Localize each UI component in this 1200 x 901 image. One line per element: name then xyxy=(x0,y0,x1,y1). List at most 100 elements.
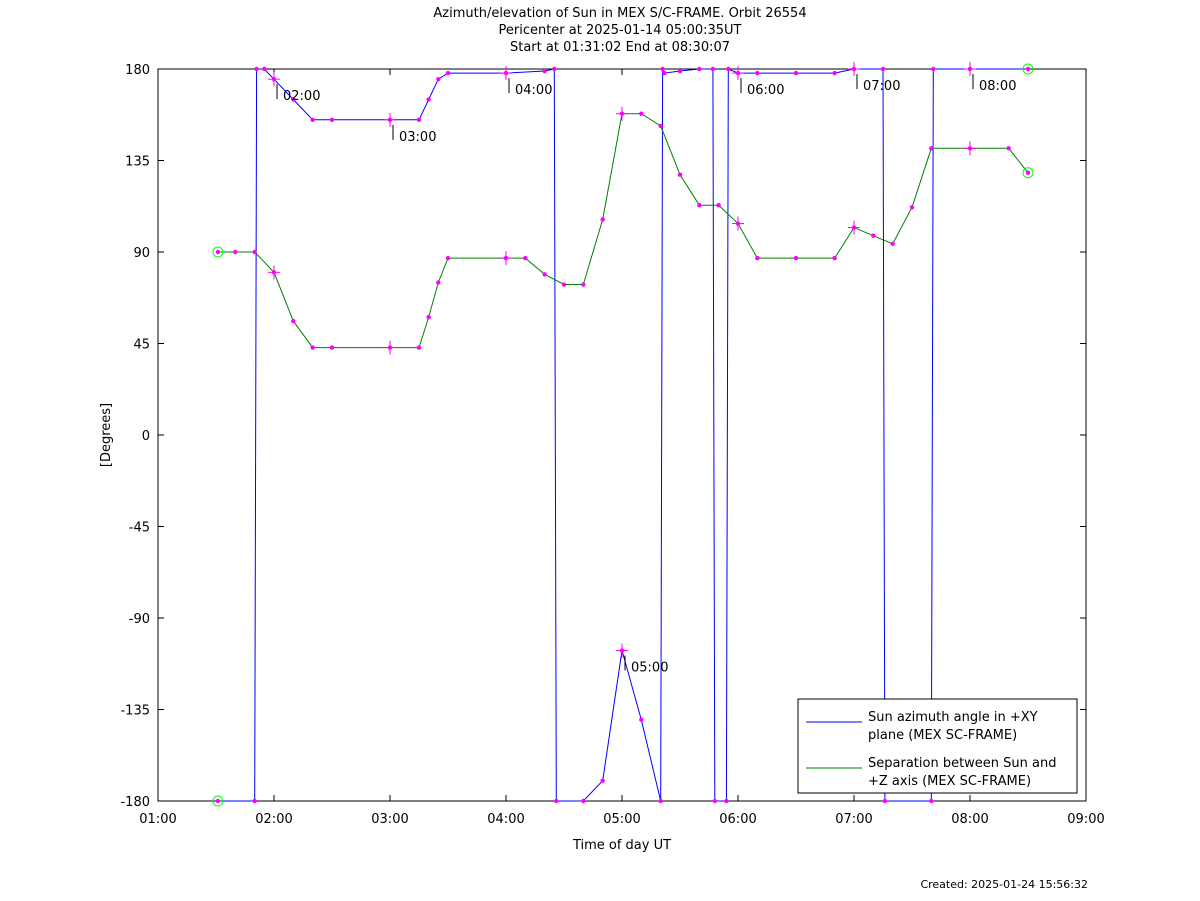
data-point xyxy=(890,241,895,247)
data-point xyxy=(658,123,663,129)
chart-title-line: Start at 01:31:02 End at 08:30:07 xyxy=(510,40,730,55)
data-point xyxy=(639,111,644,116)
data-point xyxy=(542,68,547,74)
start-end-marker xyxy=(212,246,224,258)
data-point xyxy=(581,798,586,804)
data-point xyxy=(310,117,315,123)
data-point xyxy=(252,798,257,804)
series-line-1 xyxy=(217,68,1028,802)
annotation-label: 07:00 xyxy=(863,79,900,94)
data-point xyxy=(581,282,586,287)
data-point xyxy=(436,76,441,82)
data-point xyxy=(755,70,760,76)
start-end-marker xyxy=(1022,63,1034,75)
data-point xyxy=(416,117,422,123)
data-point xyxy=(1025,170,1031,175)
data-point xyxy=(329,117,335,123)
y-tick-label: 0 xyxy=(142,429,150,444)
data-point xyxy=(329,345,335,350)
created-timestamp: Created: 2025-01-24 15:56:32 xyxy=(920,878,1088,891)
data-point xyxy=(254,66,259,72)
y-axis-label: [Degrees] xyxy=(99,403,114,467)
data-point xyxy=(542,272,547,277)
data-point xyxy=(697,203,702,208)
y-tick-label: 180 xyxy=(125,63,150,78)
data-point xyxy=(677,68,683,74)
data-point xyxy=(1006,146,1011,151)
data-point xyxy=(445,70,451,76)
data-point xyxy=(880,66,886,72)
plot-frame xyxy=(157,68,1087,802)
chart-title-line: Azimuth/elevation of Sun in MEX S/C-FRAM… xyxy=(433,6,806,21)
x-tick-label: 03:00 xyxy=(371,812,408,827)
x-tick-label: 04:00 xyxy=(487,812,524,827)
data-point xyxy=(755,255,760,261)
legend-label: Sun azimuth angle in +XY xyxy=(868,710,1038,725)
x-axis-label: Time of day UT xyxy=(572,838,671,853)
annotation-label: 08:00 xyxy=(979,79,1016,94)
series-line-2 xyxy=(217,113,1029,349)
data-point xyxy=(233,249,238,255)
x-tick-label: 07:00 xyxy=(835,812,872,827)
y-tick-label: -180 xyxy=(120,795,150,810)
data-point xyxy=(793,255,799,261)
data-point xyxy=(658,798,663,804)
x-tick-label: 08:00 xyxy=(951,812,988,827)
data-point xyxy=(291,318,296,324)
data-point xyxy=(215,798,221,804)
data-point xyxy=(931,66,936,72)
data-point xyxy=(445,255,451,261)
data-point xyxy=(726,66,731,72)
x-tick-label: 09:00 xyxy=(1067,812,1104,827)
data-point xyxy=(252,249,257,255)
x-tick-label: 06:00 xyxy=(719,812,756,827)
data-point xyxy=(882,798,888,804)
data-point xyxy=(724,798,729,804)
data-point xyxy=(929,146,934,151)
data-point xyxy=(677,172,683,177)
data-point xyxy=(716,203,721,208)
data-point xyxy=(660,66,665,72)
annotation-label: 02:00 xyxy=(283,89,320,104)
data-point xyxy=(291,97,296,102)
data-point xyxy=(215,249,221,255)
start-end-marker xyxy=(212,795,224,807)
data-point xyxy=(262,66,267,72)
y-tick-label: 135 xyxy=(125,155,150,170)
y-tick-label: -45 xyxy=(129,521,150,536)
x-tick-label: 05:00 xyxy=(603,812,640,827)
x-tick-label: 01:00 xyxy=(139,812,176,827)
data-point xyxy=(793,70,799,76)
data-point xyxy=(929,798,934,804)
data-point xyxy=(426,314,431,320)
y-tick-label: -90 xyxy=(129,612,150,627)
chart-title-line: Pericenter at 2025-01-14 05:00:35UT xyxy=(498,23,741,38)
data-point xyxy=(1025,66,1031,72)
legend-label: Separation between Sun and xyxy=(868,756,1056,771)
data-point xyxy=(436,280,441,285)
annotation-label: 06:00 xyxy=(747,83,784,98)
start-end-marker xyxy=(1022,167,1034,179)
legend-box xyxy=(797,698,1078,794)
data-point xyxy=(662,70,667,76)
data-point xyxy=(832,255,837,261)
annotation-label: 05:00 xyxy=(631,661,668,676)
data-point xyxy=(310,345,315,350)
data-point xyxy=(710,66,716,72)
y-tick-label: 90 xyxy=(133,246,150,261)
data-point xyxy=(523,255,528,261)
y-tick-label: -135 xyxy=(120,704,150,719)
annotation-label: 03:00 xyxy=(399,130,436,145)
data-point xyxy=(712,798,717,804)
y-tick-label: 45 xyxy=(133,338,150,353)
data-point xyxy=(600,778,605,783)
x-tick-label: 02:00 xyxy=(255,812,292,827)
data-point xyxy=(426,97,431,102)
data-point xyxy=(416,345,422,350)
data-point xyxy=(639,717,644,722)
legend-label: +Z axis (MEX SC-FRAME) xyxy=(868,774,1031,789)
data-point xyxy=(832,70,837,76)
data-point xyxy=(697,66,702,72)
legend-label: plane (MEX SC-FRAME) xyxy=(868,728,1017,743)
